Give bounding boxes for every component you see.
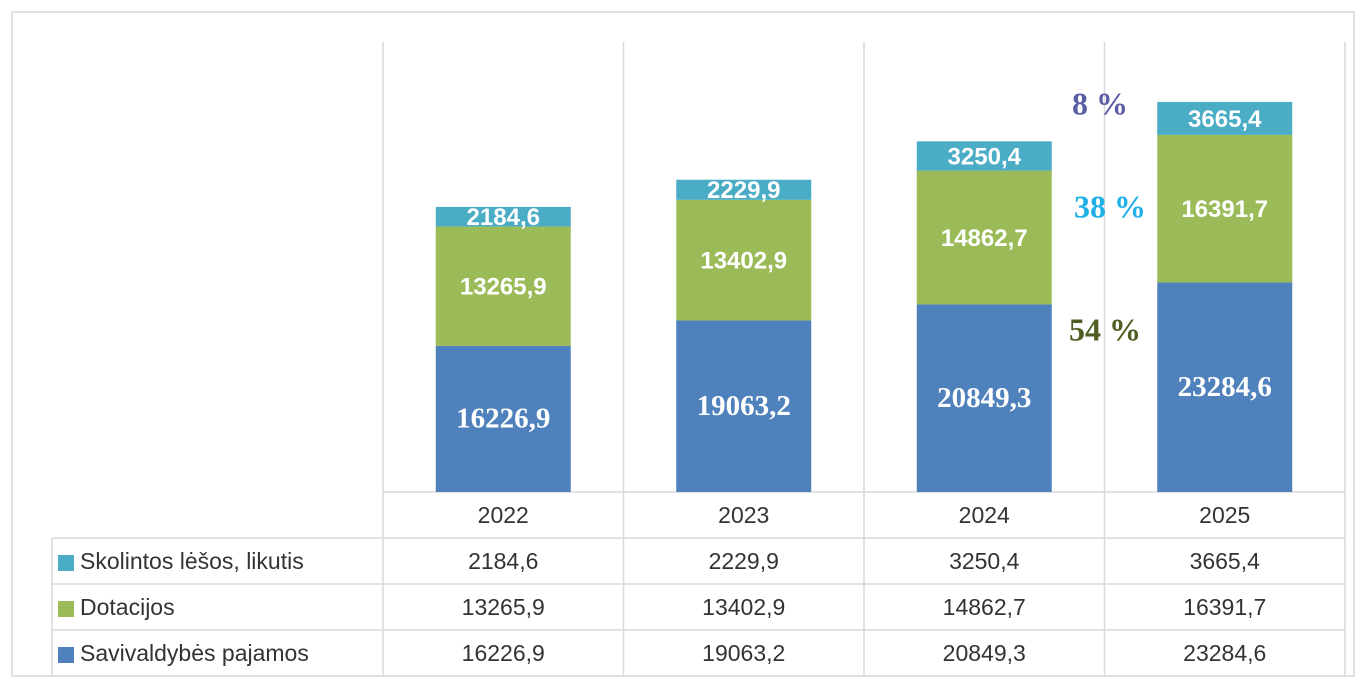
bar-segment: [435, 206, 571, 227]
bar-segment: [676, 199, 812, 321]
table-cell: 19063,2: [702, 640, 785, 666]
bar-segment: [916, 304, 1052, 492]
table-cell: 13402,9: [702, 594, 785, 620]
bar-segment: [916, 170, 1052, 305]
x-tick-label: 2024: [959, 502, 1010, 528]
table-cell: 16226,9: [462, 640, 545, 666]
bar-segment: [435, 226, 571, 346]
data-label: 16226,9: [456, 403, 550, 435]
data-label: 14862,7: [941, 225, 1028, 252]
data-label: 2184,6: [467, 204, 540, 231]
annotation: 8 %: [1072, 85, 1128, 121]
data-label: 2229,9: [707, 177, 780, 204]
table-cell: 3665,4: [1190, 548, 1261, 574]
legend-swatch: [58, 555, 74, 571]
x-tick-label: 2023: [718, 502, 769, 528]
data-label: 19063,2: [697, 390, 791, 422]
data-label: 3250,4: [948, 143, 1022, 170]
table-cell: 13265,9: [462, 594, 545, 620]
table-cell: 23284,6: [1183, 640, 1266, 666]
bar-segment: [1157, 101, 1293, 135]
data-label: 3665,4: [1188, 106, 1262, 133]
bar-segment: [1157, 282, 1293, 492]
annotation: 54 %: [1069, 311, 1141, 347]
legend-label: Skolintos lėšos, likutis: [80, 548, 304, 574]
bar-segment: [1157, 134, 1293, 283]
data-label: 13265,9: [460, 274, 547, 301]
data-label: 20849,3: [937, 382, 1031, 414]
table-cell: 2229,9: [709, 548, 779, 574]
x-tick-label: 2022: [478, 502, 529, 528]
table-cell: 3250,4: [949, 548, 1020, 574]
legend-label: Dotacijos: [80, 594, 175, 620]
bar-segment: [916, 141, 1052, 171]
legend-swatch: [58, 647, 74, 663]
table-cell: 16391,7: [1183, 594, 1266, 620]
table-cell: 20849,3: [943, 640, 1026, 666]
x-tick-label: 2025: [1199, 502, 1250, 528]
annotation: 38 %: [1074, 188, 1146, 224]
table-cell: 14862,7: [943, 594, 1026, 620]
legend-label: Savivaldybės pajamos: [80, 640, 309, 666]
table-cell: 2184,6: [468, 548, 538, 574]
data-label: 16391,7: [1181, 196, 1268, 223]
bar-segment: [676, 179, 812, 200]
data-label: 23284,6: [1178, 371, 1272, 403]
bar-segment: [435, 345, 571, 492]
legend-swatch: [58, 601, 74, 617]
data-label: 13402,9: [700, 247, 787, 274]
bar-segment: [676, 320, 812, 492]
